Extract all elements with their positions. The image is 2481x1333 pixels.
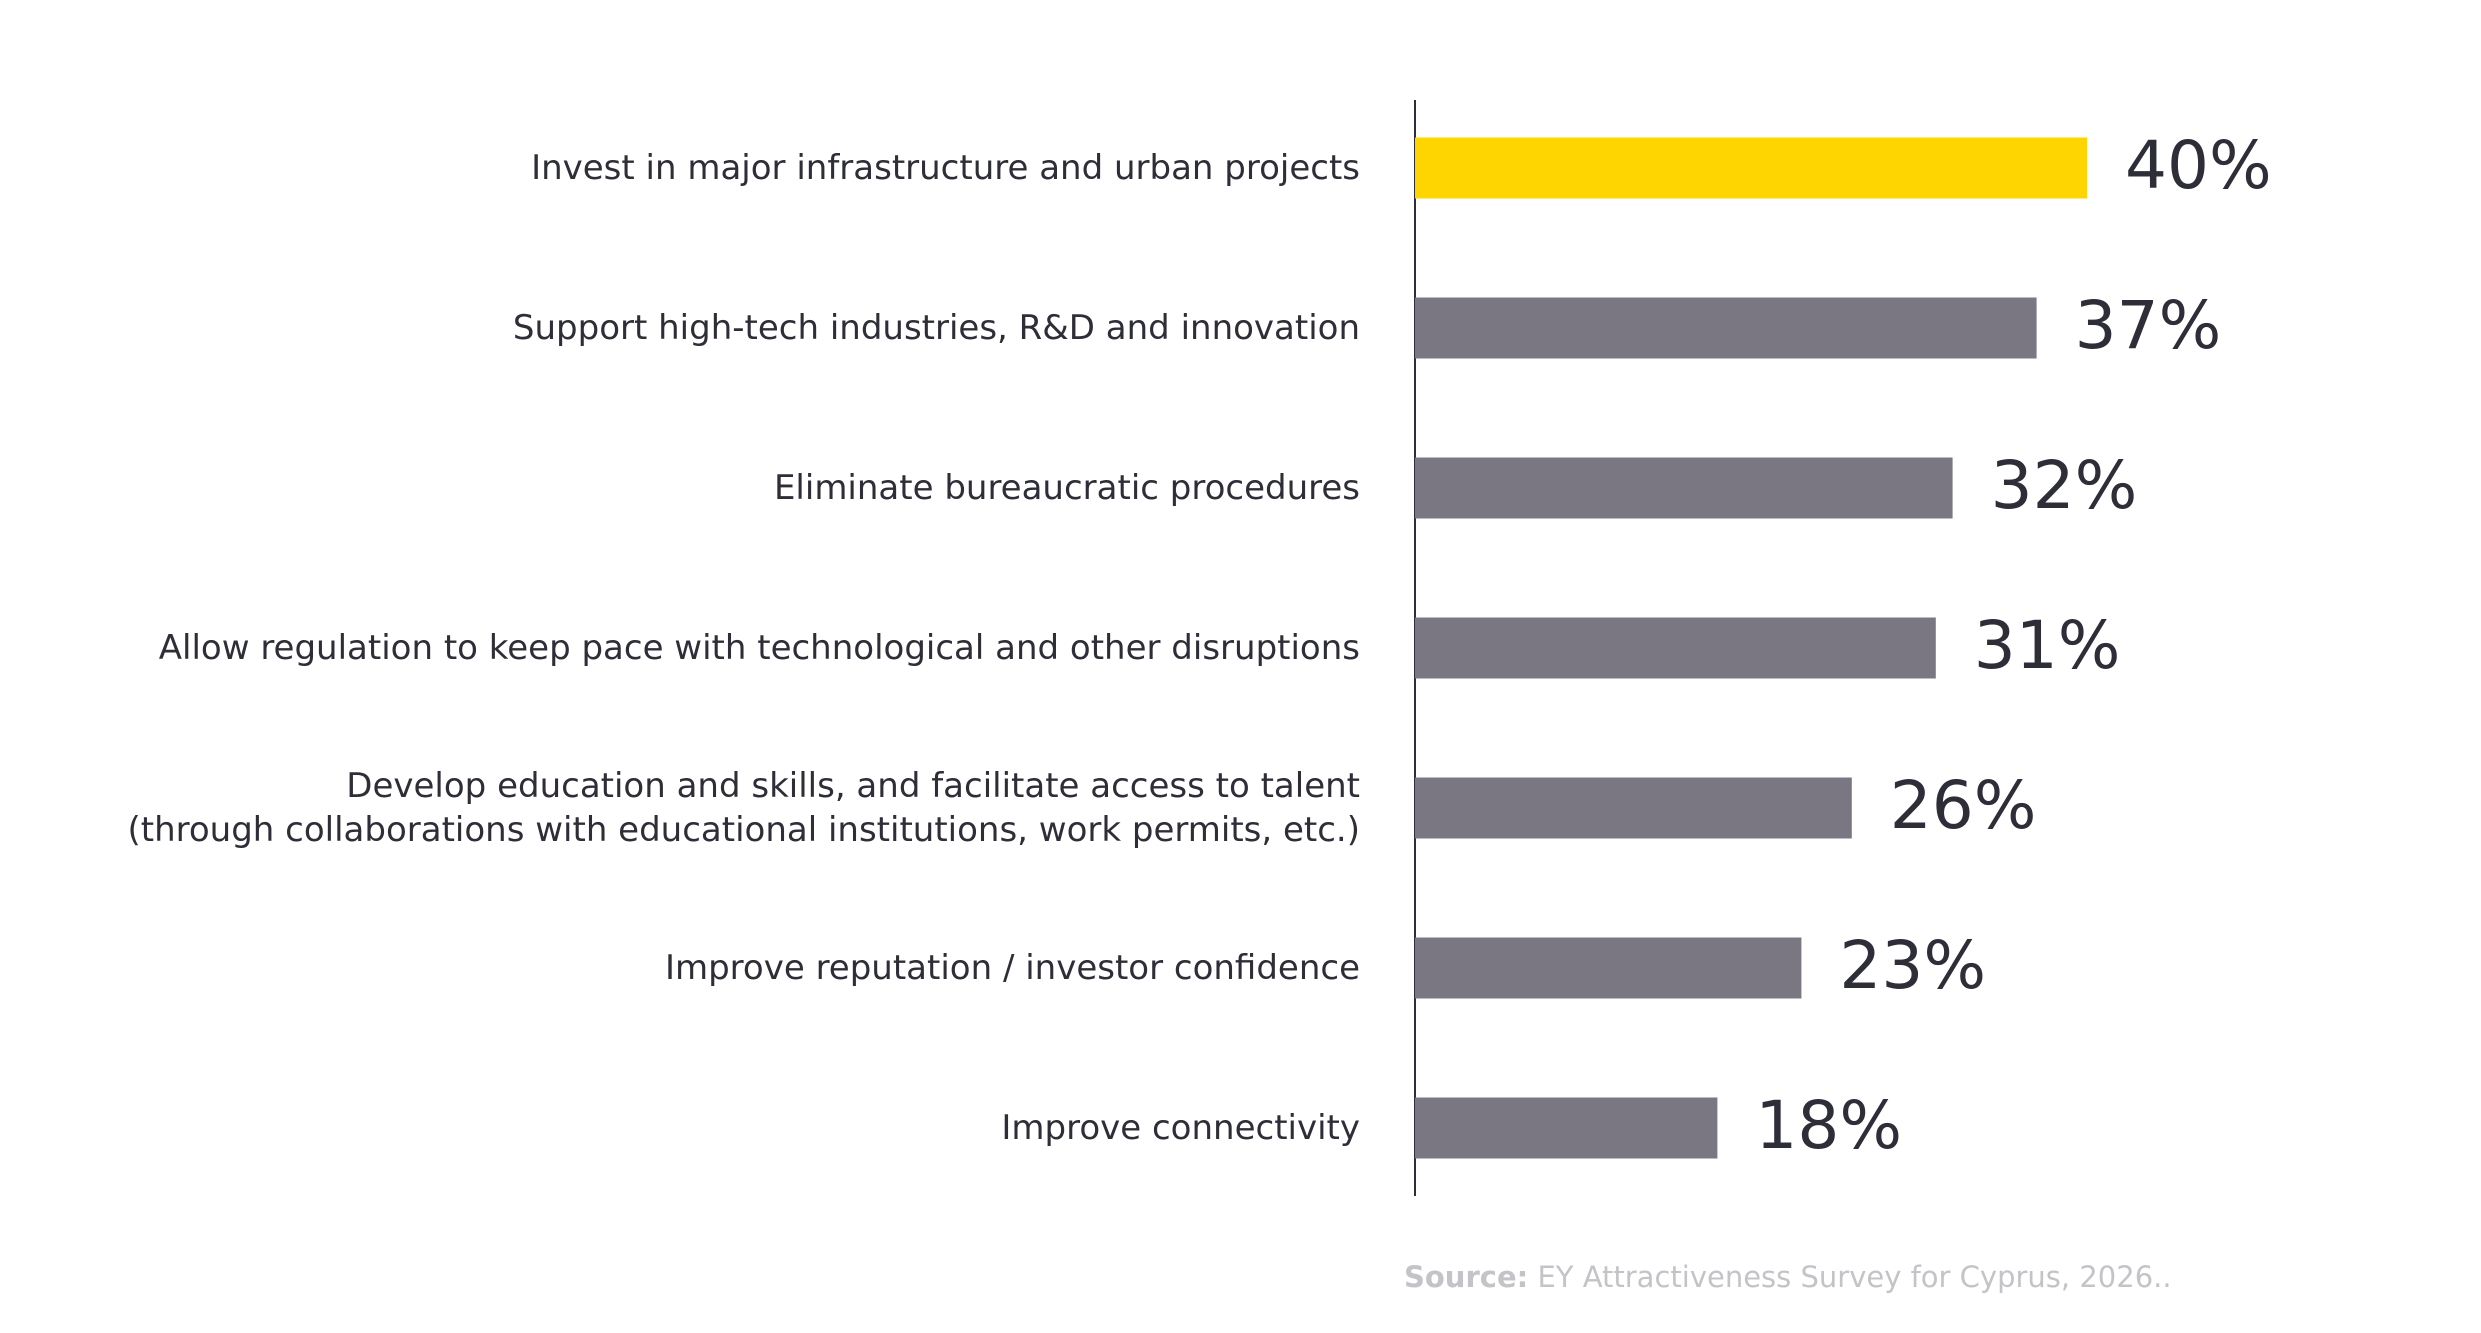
bar	[1415, 937, 1802, 999]
source-label: Source:	[1404, 1260, 1529, 1294]
bar	[1415, 617, 1936, 679]
value-label: 40%	[2125, 127, 2272, 204]
value-label: 23%	[1839, 927, 1986, 1004]
category-label: Invest in major infrastructure and urban…	[531, 148, 1360, 188]
bar	[1415, 137, 2087, 199]
value-label: 26%	[1890, 767, 2037, 844]
bar	[1415, 457, 1953, 519]
value-label: 31%	[1974, 607, 2121, 684]
category-label: Improve reputation / investor confidence	[664, 948, 1360, 988]
category-label: Improve connectivity	[1001, 1108, 1360, 1148]
bar	[1415, 777, 1852, 839]
category-label: Develop education and skills, and facili…	[127, 766, 1361, 850]
source-text: EY Attractiveness Survey for Cyprus, 202…	[1537, 1260, 2172, 1294]
category-label: Allow regulation to keep pace with techn…	[158, 628, 1360, 668]
category-label: Support high-tech industries, R&D and in…	[512, 308, 1360, 348]
bar	[1415, 297, 2037, 359]
value-label: 18%	[1755, 1087, 1902, 1164]
value-label: 32%	[1991, 447, 2138, 524]
source: Source: EY Attractiveness Survey for Cyp…	[1404, 1260, 2172, 1294]
bar	[1415, 1097, 1718, 1159]
category-label: Eliminate bureaucratic procedures	[773, 468, 1360, 508]
value-label: 37%	[2075, 287, 2222, 364]
